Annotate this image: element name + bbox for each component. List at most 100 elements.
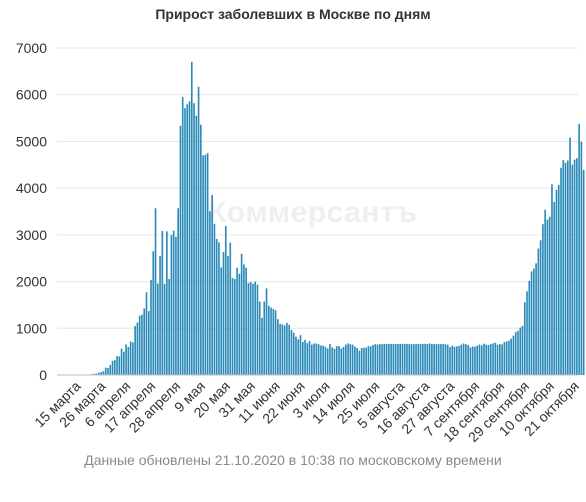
bar	[442, 344, 445, 375]
bar	[428, 343, 431, 375]
bar	[471, 346, 474, 375]
bar	[412, 344, 415, 375]
bar	[469, 347, 472, 375]
bar	[487, 345, 490, 375]
bar	[150, 279, 152, 375]
bar	[159, 255, 161, 375]
bar	[311, 344, 313, 375]
bar	[127, 347, 130, 375]
bar	[93, 373, 96, 375]
y-tick-label: 7000	[16, 40, 47, 56]
bar	[324, 346, 327, 375]
bar	[381, 344, 383, 375]
bar	[138, 315, 141, 375]
bar	[181, 97, 184, 375]
bar	[397, 343, 399, 375]
bar	[385, 343, 388, 375]
bar	[378, 344, 381, 375]
bar	[152, 251, 155, 375]
bar	[236, 267, 238, 375]
bar	[365, 347, 368, 375]
chart-title: Прирост заболевших в Москве по дням	[155, 6, 431, 22]
bar	[564, 162, 567, 375]
bar	[410, 344, 413, 375]
bar	[113, 360, 116, 375]
bar	[315, 343, 318, 375]
bar	[512, 335, 515, 375]
bar	[197, 86, 200, 375]
bar	[245, 267, 247, 375]
bar	[519, 327, 522, 375]
bar	[224, 225, 227, 375]
bar	[505, 341, 508, 375]
bar	[455, 346, 458, 375]
bar	[290, 329, 293, 375]
y-tick-label: 5000	[16, 133, 47, 149]
bar	[222, 252, 225, 375]
bar	[132, 342, 134, 375]
bar	[295, 336, 297, 375]
bar	[460, 344, 463, 375]
bar	[326, 348, 329, 375]
bar	[360, 347, 363, 375]
bar	[147, 311, 150, 375]
bar	[551, 184, 553, 375]
bar	[501, 344, 503, 375]
bar	[145, 292, 148, 375]
bar	[202, 155, 204, 375]
bar	[521, 325, 524, 375]
bar	[354, 346, 356, 375]
bar	[134, 325, 136, 375]
bar	[569, 137, 571, 375]
bar	[186, 104, 189, 375]
bar	[193, 103, 195, 376]
bar	[465, 344, 467, 375]
bar	[98, 372, 100, 375]
bar	[533, 268, 535, 375]
bar	[292, 332, 295, 375]
bar	[476, 345, 479, 375]
bar	[170, 235, 173, 375]
bar	[263, 301, 266, 375]
bar	[111, 360, 114, 375]
bar	[419, 343, 422, 375]
bar	[188, 101, 191, 375]
bar	[211, 194, 213, 375]
bar	[530, 271, 533, 375]
bar	[256, 284, 259, 375]
bar	[200, 124, 202, 375]
bar	[281, 324, 284, 375]
bar	[177, 208, 180, 375]
bar	[437, 344, 440, 375]
y-tick-label: 6000	[16, 87, 47, 103]
bar	[555, 189, 558, 375]
bar	[394, 344, 397, 375]
bar	[213, 223, 216, 375]
bar	[496, 344, 499, 375]
y-tick-label: 1000	[16, 320, 47, 336]
bar	[508, 340, 510, 375]
bar	[102, 371, 105, 375]
bar	[168, 279, 170, 375]
bar	[277, 319, 279, 375]
y-tick-label: 3000	[16, 227, 47, 243]
bar	[557, 184, 560, 375]
bar	[440, 344, 442, 375]
bar	[576, 158, 578, 375]
bar	[546, 219, 549, 375]
bar	[542, 224, 544, 375]
bar	[560, 167, 562, 375]
bar	[179, 125, 182, 375]
bar	[388, 343, 390, 375]
bar	[356, 347, 358, 375]
bar	[320, 345, 322, 375]
bar	[401, 343, 404, 375]
bar	[415, 344, 417, 375]
bar	[424, 343, 426, 375]
bar	[566, 160, 569, 375]
bar	[392, 344, 395, 375]
bar	[383, 343, 386, 375]
y-tick-label: 0	[39, 367, 47, 383]
